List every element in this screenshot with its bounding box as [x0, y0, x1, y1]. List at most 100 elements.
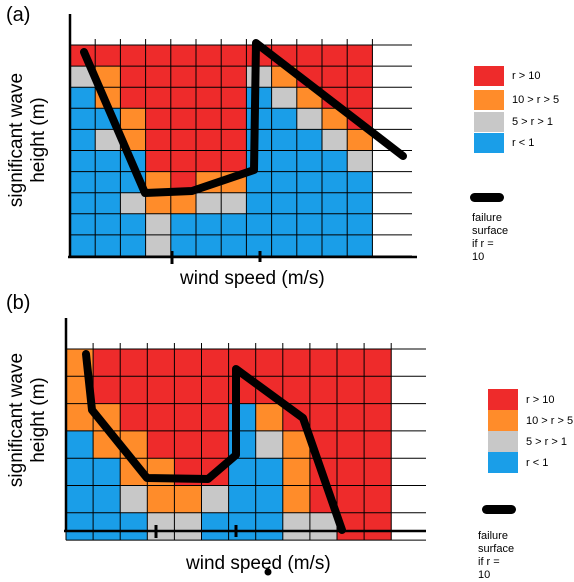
heatmap-cell — [196, 108, 222, 130]
heatmap-cell — [228, 458, 257, 486]
heatmap-cell — [196, 192, 222, 215]
heatmap-cell — [147, 349, 175, 377]
panel-b-failure-surface — [82, 350, 346, 534]
heatmap-cell — [145, 150, 172, 172]
panel-b-axes — [64, 318, 426, 576]
heatmap-cell — [70, 150, 96, 172]
heatmap-cell — [70, 192, 96, 215]
heatmap-cell — [95, 150, 121, 172]
legend-swatch — [488, 452, 518, 473]
heatmap-cell — [221, 66, 247, 88]
heatmap-cell — [95, 45, 121, 67]
heatmap-cell — [120, 234, 146, 257]
heatmap-cell — [347, 66, 373, 88]
legend-item: r < 1 — [488, 452, 548, 473]
heatmap-cell — [174, 485, 202, 514]
heatmap-cell — [364, 349, 392, 377]
heatmap-cell — [246, 234, 272, 257]
heatmap-cell — [347, 45, 373, 67]
legend-swatch — [474, 112, 504, 132]
heatmap-cell — [271, 234, 298, 257]
heatmap-cell — [296, 171, 323, 194]
heatmap-cell — [282, 376, 311, 404]
heatmap-cell — [95, 129, 121, 151]
panel-a-label: (a) — [6, 4, 31, 26]
heatmap-cell — [221, 108, 247, 130]
heatmap-cell — [70, 213, 96, 236]
heatmap-cell — [95, 171, 121, 194]
heatmap-cell — [271, 108, 298, 130]
heatmap-cell — [322, 66, 348, 88]
heatmap-cell — [145, 171, 172, 194]
legend-swatch — [488, 410, 518, 431]
heatmap-cell — [196, 150, 222, 172]
heatmap-cell — [120, 66, 146, 88]
heatmap-cell — [120, 192, 146, 215]
heatmap-cell — [120, 485, 148, 514]
legend-item: r > 10 — [488, 389, 554, 410]
heatmap-cell — [93, 376, 121, 404]
heatmap-cell — [337, 485, 365, 514]
heatmap-cell — [221, 234, 247, 257]
heatmap-cell — [364, 430, 392, 459]
heatmap-cell — [271, 150, 298, 172]
heatmap-cell — [309, 403, 338, 432]
heatmap-cell — [95, 234, 121, 257]
heatmap-cell — [95, 192, 121, 215]
heatmap-cell — [322, 108, 348, 130]
heatmap-cell — [337, 403, 365, 432]
legend-item: 10 > r > 5 — [488, 410, 573, 431]
failure-surface-text: failure surface if r = 10 — [472, 212, 509, 263]
heatmap-cell — [322, 234, 348, 257]
heatmap-cell — [174, 512, 202, 541]
heatmap-cell — [170, 234, 197, 257]
heatmap-cell — [271, 213, 298, 236]
heatmap-cell — [271, 87, 298, 109]
heatmap-cell — [364, 512, 392, 541]
heatmap-cell — [120, 45, 146, 67]
heatmap-cell — [255, 430, 284, 459]
heatmap-cell — [196, 129, 222, 151]
heatmap-cell — [255, 349, 284, 377]
heatmap-cell — [296, 192, 323, 215]
failure-surface-text: failure surface if r = 10 — [478, 530, 515, 581]
heatmap-cell — [364, 403, 392, 432]
heatmap-cell — [347, 234, 373, 257]
heatmap-cell — [201, 349, 229, 377]
heatmap-cell — [147, 376, 175, 404]
heatmap-cell — [120, 512, 148, 541]
heatmap-cell — [221, 150, 247, 172]
heatmap-cell — [120, 108, 146, 130]
heatmap-cell — [95, 66, 121, 88]
heatmap-cell — [93, 349, 121, 377]
heatmap-cell — [271, 171, 298, 194]
heatmap-cell — [174, 349, 202, 377]
heatmap-cell — [246, 213, 272, 236]
heatmap-cell — [364, 458, 392, 486]
heatmap-cell — [170, 129, 197, 151]
heatmap-cell — [120, 87, 146, 109]
heatmap-cell — [364, 376, 392, 404]
heatmap-cell — [120, 349, 148, 377]
heatmap-cell — [246, 192, 272, 215]
heatmap-cell — [246, 171, 272, 194]
heatmap-cell — [337, 458, 365, 486]
heatmap-cell — [246, 129, 272, 151]
heatmap-cell — [196, 66, 222, 88]
heatmap-cell — [255, 512, 284, 541]
heatmap-cell — [282, 485, 311, 514]
heatmap-cell — [337, 349, 365, 377]
heatmap-cell — [221, 129, 247, 151]
panel-a-failure-surface — [80, 39, 407, 197]
heatmap-cell — [322, 150, 348, 172]
panel-a-xlabel: wind speed (m/s) — [180, 268, 325, 289]
heatmap-cell — [322, 213, 348, 236]
heatmap-cell — [70, 234, 96, 257]
heatmap-cell — [201, 512, 229, 541]
heatmap-cell — [347, 129, 373, 151]
heatmap-cell — [145, 234, 172, 257]
heatmap-cell — [282, 458, 311, 486]
heatmap-cell — [145, 45, 172, 67]
heatmap-cell — [66, 458, 94, 486]
